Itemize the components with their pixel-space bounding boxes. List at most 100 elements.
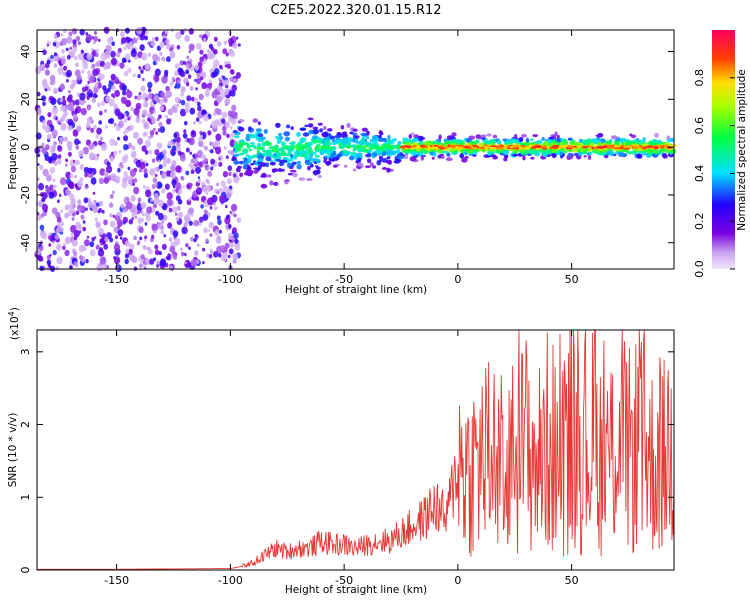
heatmap-cell: [195, 187, 203, 195]
heatmap-cell: [57, 222, 62, 229]
heatmap-cell: [113, 243, 120, 252]
heatmap-cell: [45, 174, 52, 182]
heatmap-cell: [548, 136, 553, 140]
heatmap-cell: [541, 145, 547, 148]
heatmap-cell: [404, 145, 412, 148]
heatmap-cell: [273, 144, 279, 150]
heatmap-cell: [113, 103, 118, 109]
heatmap-cell: [228, 224, 232, 229]
heatmap-cell: [186, 55, 189, 60]
heatmap-cell: [352, 144, 356, 149]
heatmap-cell: [76, 125, 82, 132]
heatmap-cell: [110, 73, 116, 81]
heatmap-cell: [292, 172, 298, 178]
heatmap-cell: [196, 78, 201, 85]
heatmap-cell: [57, 67, 64, 75]
heatmap-cell: [536, 151, 540, 157]
heatmap-cell: [418, 151, 423, 157]
heatmap-cell: [63, 65, 68, 71]
heatmap-cell: [263, 129, 268, 134]
heatmap-cell: [96, 127, 102, 135]
heatmap-cell: [46, 259, 52, 266]
heatmap-cell: [210, 166, 214, 171]
heatmap-cell: [81, 150, 85, 154]
heatmap-cell: [56, 243, 62, 251]
heatmap-cell: [65, 158, 69, 163]
heatmap-cell: [168, 237, 173, 242]
heatmap-cell: [73, 235, 78, 241]
heatmap-cell: [218, 161, 223, 167]
heatmap-cell: [46, 59, 51, 65]
heatmap-cell: [67, 124, 73, 131]
heatmap-cell: [146, 206, 153, 214]
heatmap-cell: [91, 97, 97, 103]
heatmap-cell: [149, 258, 155, 265]
heatmap-cell: [213, 36, 218, 42]
heatmap-cell: [330, 152, 337, 156]
heatmap-cell: [66, 69, 72, 78]
heatmap-cell: [84, 239, 90, 247]
heatmap-cell: [182, 60, 186, 65]
heatmap-cell: [56, 256, 63, 265]
heatmap-cell: [147, 248, 153, 255]
heatmap-cell: [45, 144, 50, 151]
heatmap-cell: [54, 234, 60, 240]
heatmap-cell: [197, 61, 203, 68]
heatmap-cell: [183, 214, 190, 223]
heatmap-cell: [603, 153, 609, 159]
heatmap-cell: [180, 99, 186, 106]
heatmap-cell: [478, 136, 483, 140]
heatmap-cell: [380, 151, 387, 156]
heatmap-cell: [489, 146, 496, 150]
heatmap-cell: [53, 184, 57, 189]
heatmap-cell: [534, 141, 540, 144]
heatmap-cell: [224, 79, 230, 86]
heatmap-cell: [209, 205, 213, 210]
heatmap-cell: [188, 198, 191, 202]
heatmap-cell: [59, 136, 64, 142]
heatmap-cell: [144, 139, 151, 148]
heatmap-cell: [142, 263, 147, 269]
heatmap-cell: [121, 84, 128, 92]
heatmap-cell: [140, 202, 147, 210]
heatmap-cell: [208, 43, 214, 50]
heatmap-cell: [117, 136, 120, 141]
heatmap-cell: [200, 204, 204, 209]
heatmap-cell: [587, 155, 592, 161]
heatmap-cell: [434, 144, 439, 148]
heatmap-cell: [215, 236, 222, 244]
heatmap-cell: [144, 123, 148, 128]
heatmap-cell: [556, 134, 560, 139]
heatmap-cell: [481, 137, 486, 140]
heatmap-cell: [164, 114, 169, 119]
heatmap-cell: [210, 120, 218, 129]
heatmap-cell: [296, 132, 301, 137]
heatmap-cell: [121, 181, 128, 189]
heatmap-cell: [50, 54, 54, 59]
heatmap-cell: [290, 169, 297, 173]
heatmap-cell: [118, 120, 125, 128]
heatmap-cell: [110, 50, 116, 58]
heatmap-cell: [366, 136, 370, 140]
heatmap-cell: [169, 50, 176, 58]
heatmap-cell: [630, 134, 637, 139]
heatmap-cell: [67, 96, 72, 103]
colorbar-label: Normalized spectral amplitude: [736, 69, 748, 230]
heatmap-cell: [321, 149, 328, 154]
heatmap-cell: [228, 171, 232, 177]
heatmap-cell: [44, 88, 48, 92]
heatmap-cell: [134, 215, 138, 219]
heatmap-cell: [70, 232, 74, 237]
heatmap-cell: [184, 34, 191, 43]
heatmap-cell: [130, 195, 136, 202]
heatmap-cell: [145, 163, 149, 167]
heatmap-cell: [337, 154, 342, 157]
heatmap-cell: [69, 46, 72, 50]
heatmap-cell: [52, 178, 56, 183]
heatmap-cell: [377, 150, 383, 155]
heatmap-cell: [197, 149, 203, 157]
heatmap-cell: [176, 45, 181, 50]
heatmap-cell: [70, 198, 76, 205]
heatmap-cell: [617, 151, 625, 156]
heatmap-cell: [156, 98, 161, 104]
